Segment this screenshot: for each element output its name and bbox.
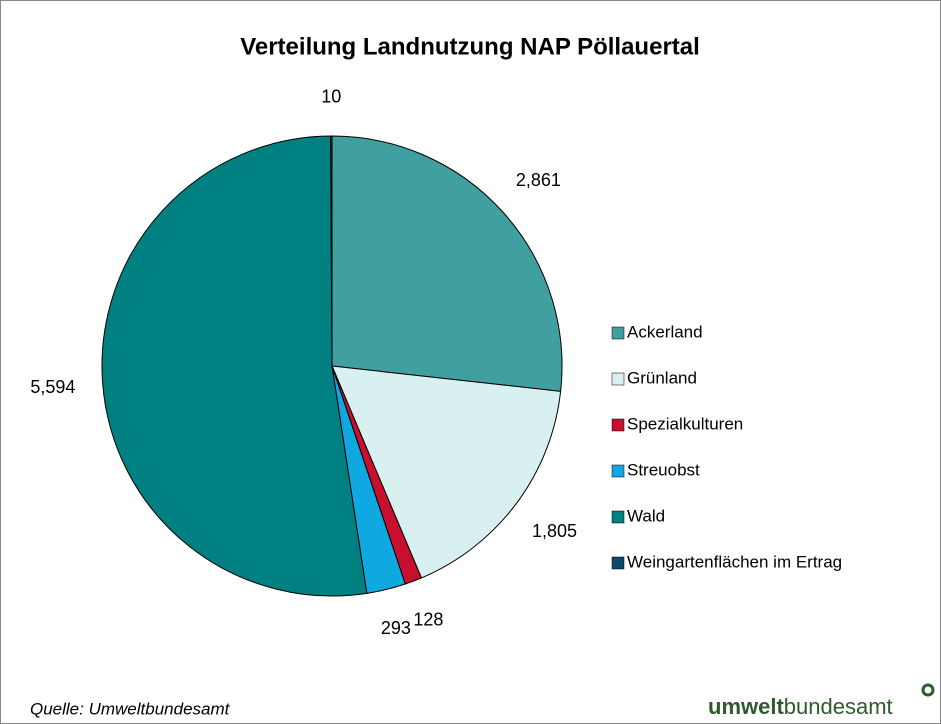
legend-label: Weingartenflächen im Ertrag bbox=[627, 552, 842, 571]
logo-icon bbox=[921, 683, 935, 697]
logo-bold: umwelt bbox=[708, 694, 784, 719]
data-label: 293 bbox=[381, 618, 411, 638]
legend-label: Grünland bbox=[627, 368, 697, 387]
legend-swatch bbox=[611, 372, 625, 386]
legend-label: Streuobst bbox=[627, 460, 700, 479]
legend-label: Ackerland bbox=[627, 322, 703, 341]
legend-label: Wald bbox=[627, 506, 665, 525]
data-label: 1,805 bbox=[532, 521, 577, 541]
logo-regular: bundesamt bbox=[784, 694, 893, 719]
source: Quelle: Umweltbundesamt bbox=[30, 699, 231, 718]
logo: umweltbundesamt bbox=[708, 694, 893, 719]
pie-slice bbox=[330, 135, 333, 367]
pie-slice bbox=[331, 365, 562, 579]
chart-title: Verteilung Landnutzung NAP Pöllauertal bbox=[240, 33, 700, 60]
legend-label: Spezialkulturen bbox=[627, 414, 743, 433]
legend-swatch bbox=[611, 510, 625, 524]
legend-swatch bbox=[611, 418, 625, 432]
legend-swatch bbox=[611, 556, 625, 570]
data-label: 5,594 bbox=[30, 377, 75, 397]
data-label: 2,861 bbox=[516, 170, 561, 190]
legend-swatch bbox=[611, 326, 625, 340]
legend-swatch bbox=[611, 464, 625, 478]
pie-slice bbox=[101, 135, 368, 597]
pie-slice bbox=[331, 135, 563, 392]
data-label: 128 bbox=[413, 609, 443, 629]
data-label: 10 bbox=[321, 87, 341, 107]
